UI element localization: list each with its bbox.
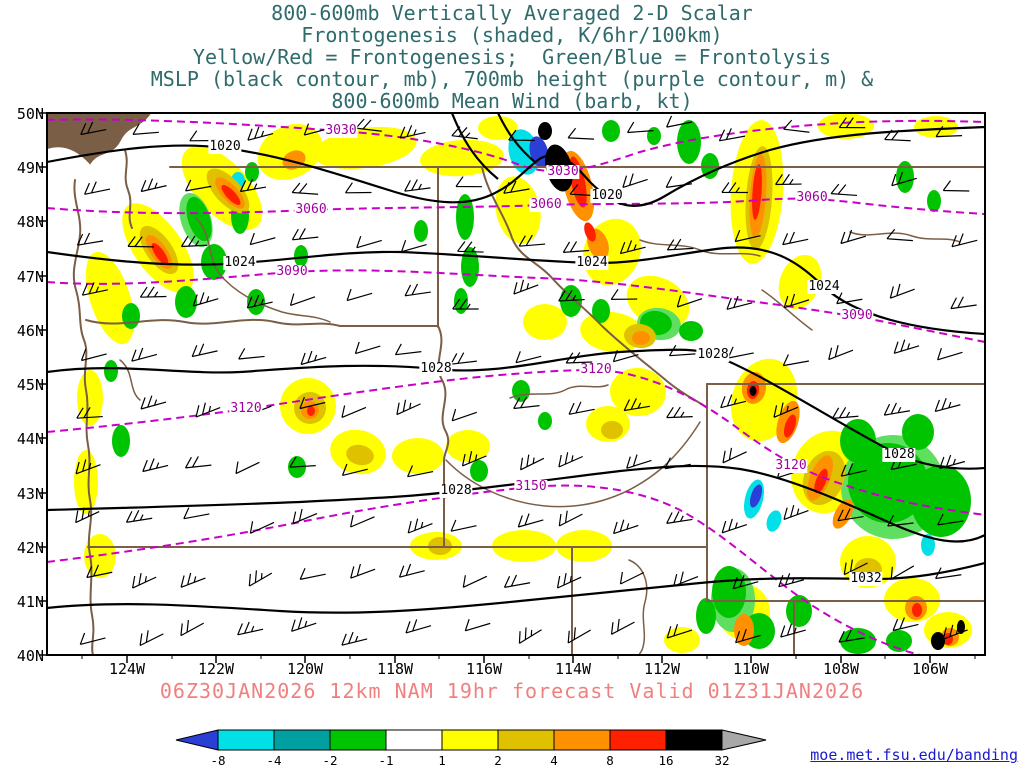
- colorbar-arrow-right: [721, 729, 767, 751]
- colorbar-segment: [273, 729, 331, 751]
- lon-axis-label: 122W: [197, 660, 235, 678]
- colorbar-label: -2: [322, 753, 338, 768]
- colorbar-segment: [329, 729, 387, 751]
- source-link[interactable]: moe.met.fsu.edu/banding: [810, 746, 1018, 764]
- mslp-contour-label: 1024: [223, 255, 257, 270]
- id-mt-border: [481, 166, 708, 409]
- rivers: [119, 217, 961, 654]
- lon-axis-label: 114W: [554, 660, 592, 678]
- mslp-contour-label: 1032: [849, 571, 883, 586]
- colorbar-label: 8: [606, 753, 614, 768]
- height-contour-label: 3120: [229, 401, 263, 416]
- lon-axis-label: 110W: [732, 660, 770, 678]
- height-contour-label: 3060: [294, 202, 328, 217]
- lat-axis-label: 44N: [16, 430, 44, 448]
- lat-axis-label: 43N: [16, 485, 44, 503]
- height-contour-label: 3090: [275, 264, 309, 279]
- height-contour-label: 3090: [840, 308, 874, 323]
- mslp-contour-label: 1028: [419, 361, 453, 376]
- colorbar-segment: [553, 729, 611, 751]
- mslp-contour-label: 1020: [590, 188, 624, 203]
- height-contour-label: 3030: [324, 123, 358, 138]
- mslp-contour-label: 1028: [696, 347, 730, 362]
- chart-title-block: 800-600mb Vertically Averaged 2-D Scalar…: [0, 2, 1024, 112]
- height-contour-label: 3060: [529, 197, 563, 212]
- lat-axis-label: 41N: [16, 593, 44, 611]
- colorbar-scale: [175, 729, 767, 751]
- title-line-2: Frontogenesis (shaded, K/6hr/100km): [301, 23, 723, 47]
- colorbar-label: 1: [438, 753, 446, 768]
- wa-or-border: [85, 318, 439, 327]
- colorbar-segment: [497, 729, 555, 751]
- lat-axis-label: 48N: [16, 213, 44, 231]
- colorbar-label: 16: [658, 753, 674, 768]
- mslp-contour-label: 1028: [439, 483, 473, 498]
- shading-orange: [145, 150, 959, 646]
- lon-axis-label: 118W: [376, 660, 414, 678]
- height-contour-label: 3120: [579, 362, 613, 377]
- mslp-contour-label: 1024: [807, 279, 841, 294]
- lat-axis-label: 46N: [16, 322, 44, 340]
- lat-axis-label: 40N: [16, 647, 44, 665]
- axis-ticks: [39, 112, 976, 663]
- colorbar-segment: [217, 729, 275, 751]
- lat-axis-label: 42N: [16, 539, 44, 557]
- title-line-3: Yellow/Red = Frontogenesis; Green/Blue =…: [192, 45, 832, 69]
- height-contour-label: 3150: [514, 479, 548, 494]
- lat-axis-label: 45N: [16, 376, 44, 394]
- colorbar-label: 32: [714, 753, 730, 768]
- lon-axis-label: 108W: [822, 660, 860, 678]
- colorbar-label: -8: [210, 753, 226, 768]
- mslp-contour-label: 1028: [882, 447, 916, 462]
- lon-axis-label: 112W: [643, 660, 681, 678]
- lon-axis-label: 106W: [911, 660, 949, 678]
- or-id-border: [437, 325, 450, 548]
- colorbar-segment: [665, 729, 723, 751]
- colorbar-segment: [385, 729, 443, 751]
- mslp-contour-label: 1020: [208, 139, 242, 154]
- title-line-4: MSLP (black contour, mb), 700mb height (…: [150, 67, 874, 91]
- great-salt-lake: [628, 559, 648, 654]
- lat-axis-label: 47N: [16, 268, 44, 286]
- colorbar-label: 4: [550, 753, 558, 768]
- forecast-caption: 06Z30JAN2026 12km NAM 19hr forecast Vali…: [159, 679, 865, 703]
- puget-sound: [124, 149, 133, 229]
- title-line-1: 800-600mb Vertically Averaged 2-D Scalar: [271, 1, 753, 25]
- colorbar-arrow-left: [175, 729, 219, 751]
- lon-axis-label: 120W: [286, 660, 324, 678]
- colorbar-label: 2: [494, 753, 502, 768]
- lat-axis-label: 50N: [16, 105, 44, 123]
- height-contour-label: 3060: [795, 190, 829, 205]
- colorbar-label: -1: [378, 753, 394, 768]
- lon-axis-label: 116W: [465, 660, 503, 678]
- height-contour-label: 3030: [546, 164, 580, 179]
- lon-axis-label: 124W: [108, 660, 146, 678]
- colorbar-label: -4: [266, 753, 282, 768]
- title-line-5: 800-600mb Mean Wind (barb, kt): [331, 89, 693, 113]
- mslp-contour-label: 1024: [575, 255, 609, 270]
- shading-red: [151, 156, 953, 645]
- lat-axis-label: 49N: [16, 159, 44, 177]
- height-contour-label: 3120: [774, 458, 808, 473]
- colorbar-segment: [609, 729, 667, 751]
- shading-blue: [529, 136, 763, 508]
- colorbar-segment: [441, 729, 499, 751]
